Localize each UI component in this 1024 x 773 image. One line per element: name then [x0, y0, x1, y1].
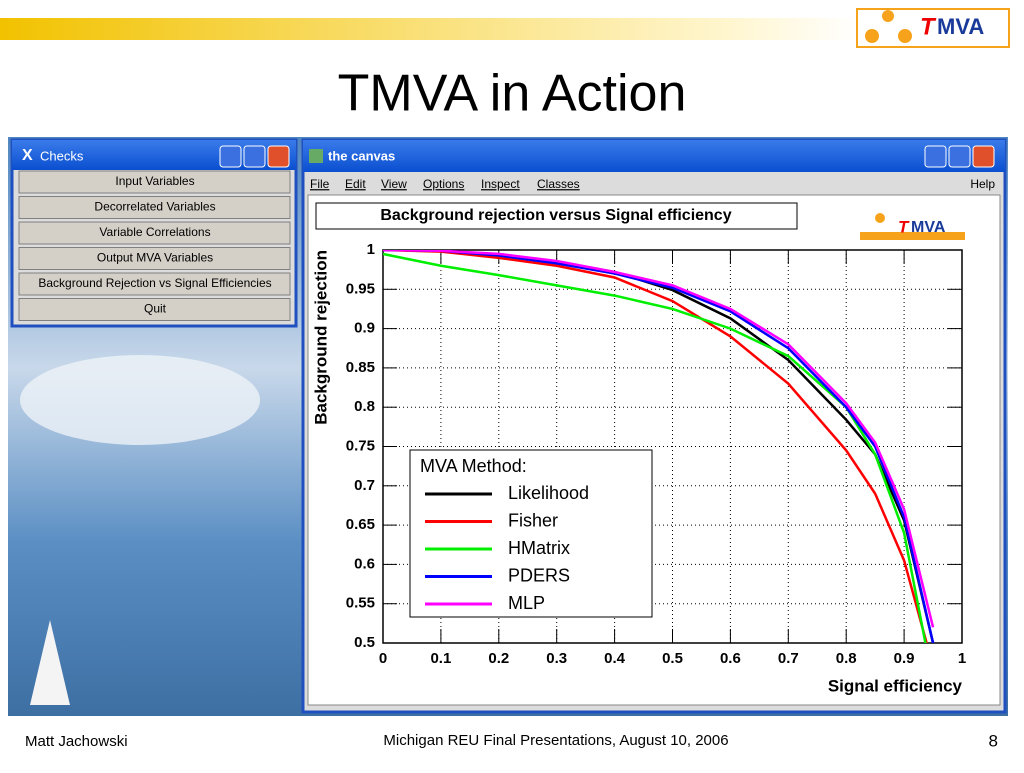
sail: [30, 620, 70, 705]
minimize-button[interactable]: [219, 145, 242, 168]
series-line: [383, 252, 927, 643]
menu-item[interactable]: Classes: [537, 177, 580, 191]
y-tick-label: 0.95: [346, 280, 375, 297]
x-tick-label: 0: [379, 650, 387, 667]
x-tick-label: 0.5: [662, 650, 683, 667]
y-tick-label: 1: [367, 241, 375, 258]
x-tick-label: 0.2: [488, 650, 509, 667]
series-line: [383, 250, 935, 643]
header-bar: [0, 18, 860, 40]
logo: T MVA: [856, 8, 1010, 48]
logo-dot: [875, 213, 885, 223]
canvas-window: the canvas Background rejection versus S…: [301, 138, 1007, 714]
y-tick-label: 0.7: [354, 477, 375, 494]
chart-title-box: [315, 202, 798, 230]
logo-t: T: [898, 217, 910, 236]
legend-box: [409, 449, 653, 618]
menu-item[interactable]: Inspect: [481, 177, 520, 191]
check-button[interactable]: [18, 170, 291, 194]
check-button[interactable]: [18, 247, 291, 270]
logo-dot: [898, 29, 912, 43]
x-tick-label: 1: [958, 650, 966, 667]
chart-title: Background rejection versus Signal effic…: [380, 207, 731, 224]
y-tick-label: 0.65: [346, 516, 375, 533]
y-tick-label: 0.85: [346, 359, 375, 376]
check-button[interactable]: [18, 272, 291, 296]
y-tick-label: 0.55: [346, 595, 375, 612]
maximize-button[interactable]: [948, 145, 971, 168]
menu-item[interactable]: Help: [970, 177, 995, 191]
x-tick-label: 0.8: [836, 650, 857, 667]
y-tick-label: 0.5: [354, 634, 375, 651]
plot-frame: [382, 249, 963, 644]
legend-title: MVA Method:: [420, 456, 527, 476]
x-axis-label: Signal efficiency: [828, 676, 963, 695]
close-button[interactable]: [267, 145, 290, 168]
maximize-button[interactable]: [243, 145, 266, 168]
check-button-label: Output MVA Variables: [97, 251, 213, 265]
check-button[interactable]: [18, 221, 291, 245]
minimize-button[interactable]: [924, 145, 947, 168]
x-tick-label: 0.9: [894, 650, 915, 667]
menu-item[interactable]: Options: [423, 177, 464, 191]
series-line: [383, 250, 935, 628]
legend-label: MLP: [508, 593, 545, 613]
x-tick-label: 0.4: [604, 650, 626, 667]
legend-label: Likelihood: [508, 483, 589, 503]
y-tick-label: 0.75: [346, 437, 375, 454]
window-icon: [309, 149, 323, 163]
x-tick-label: 0.1: [430, 650, 451, 667]
x-tick-label: 0.6: [720, 650, 741, 667]
logo-dot: [882, 10, 894, 22]
check-button-label: Decorrelated Variables: [94, 200, 215, 214]
footer-left: Matt Jachowski: [25, 733, 128, 750]
title-bar: [303, 140, 1005, 172]
legend-label: Fisher: [508, 510, 558, 530]
x-tick-label: 0.7: [778, 650, 799, 667]
y-tick-label: 0.8: [354, 398, 375, 415]
window-title: Checks: [40, 148, 84, 163]
logo-rest: MVA: [937, 14, 984, 39]
check-button-label: Input Variables: [115, 174, 194, 188]
page-number: 8: [989, 731, 998, 750]
check-button[interactable]: [18, 298, 291, 321]
check-button-label: Quit: [144, 302, 167, 316]
check-button-label: Variable Correlations: [99, 225, 210, 239]
window-title: the canvas: [328, 148, 395, 163]
check-button[interactable]: [18, 196, 291, 219]
menu-item[interactable]: View: [381, 177, 407, 191]
logo-t: T: [920, 13, 937, 40]
close-button[interactable]: [972, 145, 995, 168]
legend-label: PDERS: [508, 565, 570, 585]
y-tick-label: 0.9: [354, 320, 375, 337]
cloud: [20, 355, 260, 445]
x-icon: X: [22, 147, 33, 164]
slide-title: TMVA in Action: [338, 65, 687, 123]
menu-item[interactable]: Edit: [345, 177, 366, 191]
menu-item[interactable]: File: [310, 177, 330, 191]
logo-bar: [860, 232, 965, 240]
check-button-label: Background Rejection vs Signal Efficienc…: [38, 276, 271, 290]
footer-center: Michigan REU Final Presentations, August…: [383, 732, 728, 749]
logo-rest: MVA: [911, 219, 946, 236]
y-tick-label: 0.6: [354, 555, 375, 572]
logo-dot: [865, 29, 879, 43]
legend-label: HMatrix: [508, 538, 570, 558]
x-tick-label: 0.3: [546, 650, 567, 667]
y-axis-label: Background rejection: [311, 250, 330, 425]
